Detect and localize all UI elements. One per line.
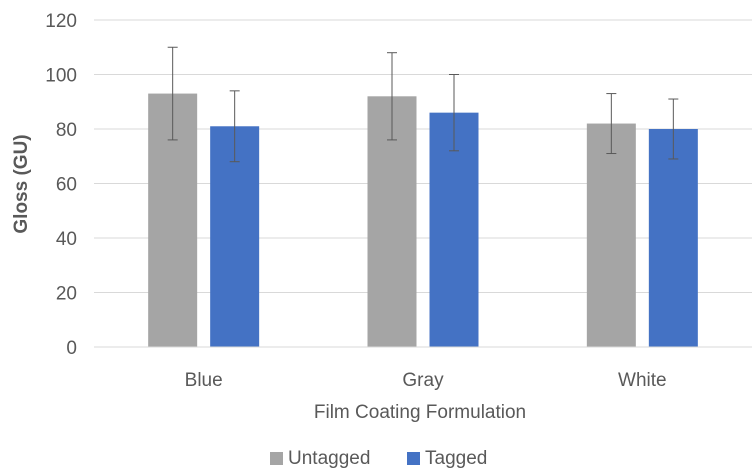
y-tick-label: 0 — [66, 338, 77, 359]
legend-label-tagged: Tagged — [425, 448, 487, 469]
y-axis-ticks: 0 20 40 60 80 100 120 — [45, 11, 77, 359]
y-axis-title: Gloss (GU) — [11, 134, 32, 233]
y-tick-label: 100 — [45, 66, 77, 87]
legend: Untagged Tagged — [270, 448, 487, 469]
y-tick-label: 60 — [56, 175, 77, 196]
y-tick-label: 20 — [56, 284, 77, 305]
y-tick-label: 40 — [56, 229, 77, 250]
y-tick-label: 80 — [56, 120, 77, 141]
x-axis-title: Film Coating Formulation — [314, 402, 526, 423]
error-bars — [167, 46, 679, 163]
bar-tagged-gray — [429, 112, 479, 348]
legend-label-untagged: Untagged — [288, 448, 370, 469]
bar-tagged-blue — [210, 126, 260, 348]
x-axis-ticks: Blue Gray White — [94, 346, 752, 391]
bar-tagged-white — [648, 129, 698, 347]
legend-swatch-untagged — [270, 452, 283, 465]
y-tick-label: 120 — [45, 11, 77, 32]
gridlines — [94, 19, 752, 348]
legend-swatch-tagged — [407, 452, 420, 465]
x-tick-label-blue: Blue — [185, 370, 223, 391]
bar-untagged-white — [586, 123, 636, 347]
bars — [148, 93, 698, 348]
x-tick-label-gray: Gray — [402, 370, 444, 391]
x-tick-label-white: White — [618, 370, 667, 391]
